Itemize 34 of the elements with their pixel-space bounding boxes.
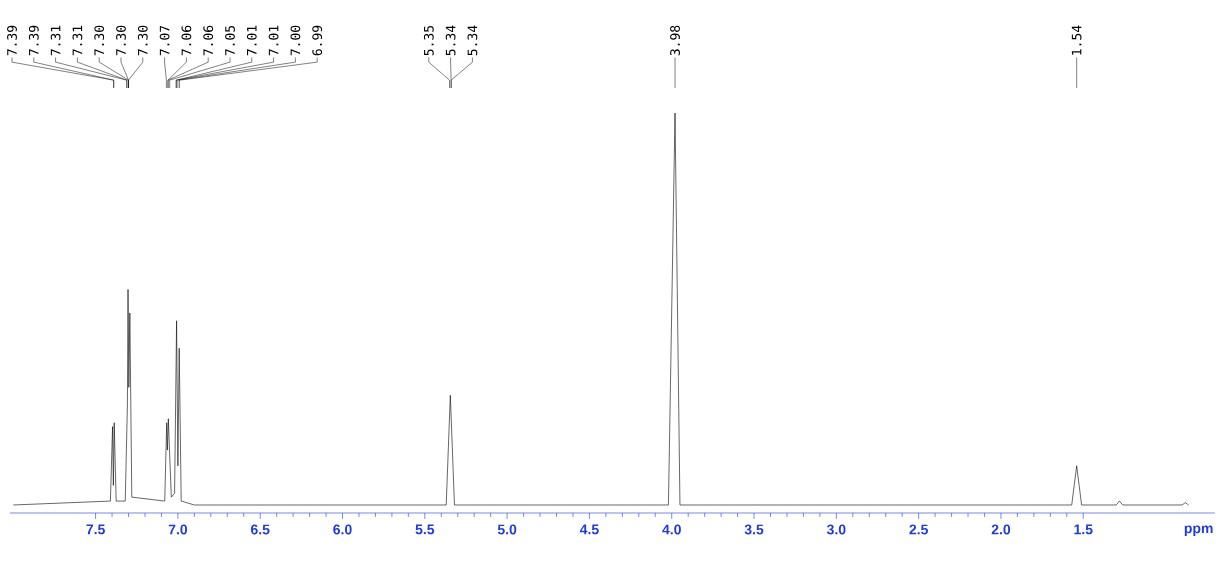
annotation: 5.34 [445, 25, 456, 56]
annotation: 7.30 [137, 25, 148, 56]
annotation: 7.06 [203, 25, 214, 56]
x-tick-label: 1.5 [1074, 524, 1093, 535]
annotation: 7.30 [116, 25, 126, 56]
annotation: 7.07 [159, 25, 170, 56]
x-tick-label: 6.0 [333, 524, 352, 535]
annotation: 6.99 [312, 25, 323, 56]
x-tick-label: 3.5 [744, 524, 764, 535]
x-tick-label: 7.5 [86, 524, 105, 535]
annotation: 7.39 [7, 25, 17, 56]
annotation: 7.01 [246, 25, 257, 56]
x-tick-label: 5.0 [497, 524, 517, 535]
annotation: 7.30 [94, 25, 105, 56]
x-axis-title: ppm [1184, 525, 1213, 536]
annotation: 7.01 [268, 25, 279, 56]
annotation: 7.39 [28, 25, 39, 56]
x-tick-label: 4.0 [662, 524, 681, 535]
annotation: 5.35 [423, 25, 434, 56]
x-tick-label: 2.5 [909, 524, 928, 535]
x-tick-label: 4.5 [579, 524, 599, 535]
annotation: 7.05 [225, 25, 235, 56]
x-tick-label: 2.0 [991, 524, 1011, 535]
annotation: 7.06 [181, 25, 192, 56]
x-tick-label: 7.0 [168, 524, 188, 535]
annotation: 3.98 [670, 25, 680, 56]
annotation: 7.00 [290, 25, 301, 56]
annotation: 7.31 [50, 25, 61, 56]
annotation: 1.54 [1071, 25, 1082, 55]
annotation: 7.31 [72, 25, 83, 56]
annotation: 5.34 [467, 25, 478, 56]
x-tick-label: 6.5 [250, 524, 270, 535]
x-tick-label: 3.0 [826, 524, 846, 535]
x-tick-label: 5.5 [415, 524, 435, 535]
